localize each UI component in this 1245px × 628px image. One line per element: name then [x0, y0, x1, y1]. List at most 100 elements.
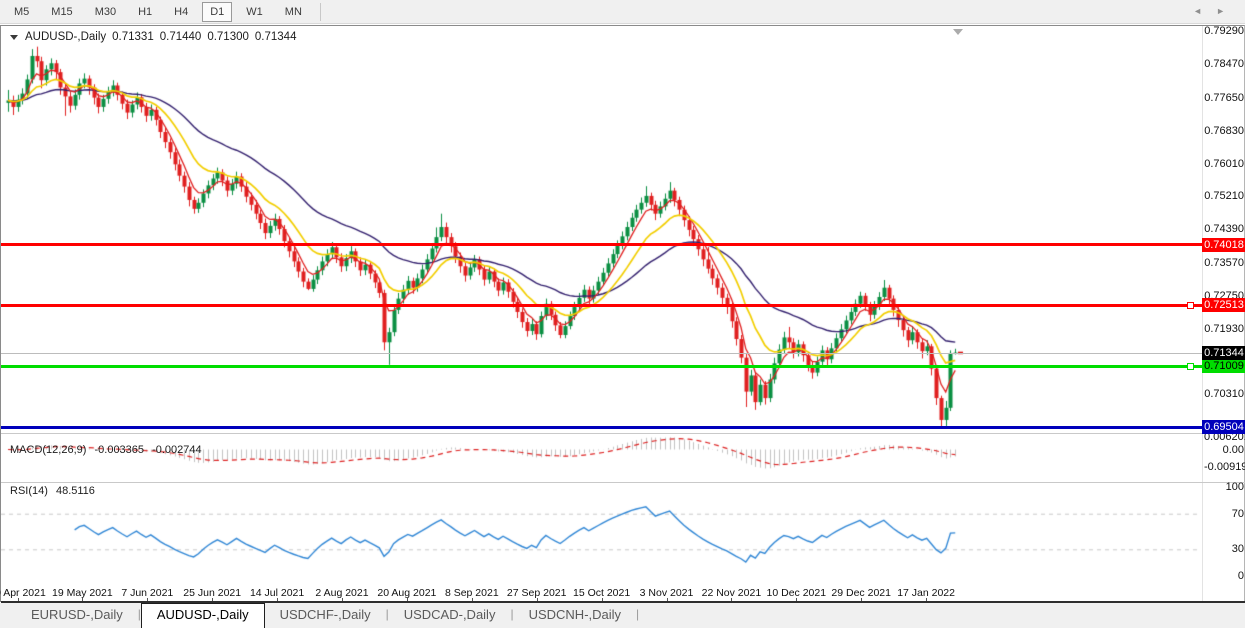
tab-separator: | — [137, 607, 141, 621]
date-axis-tick — [212, 598, 214, 603]
date-axis-label: 17 Jan 2022 — [897, 587, 955, 599]
timeframe-toolbar: M5 M15 M30 H1 H4 D1 W1 MN — [0, 0, 1245, 24]
date-axis-tick — [147, 598, 149, 603]
macd-value-signal: -0.002744 — [152, 444, 202, 456]
rsi-pane-separator[interactable] — [1, 482, 1245, 483]
chart-title: AUDUSD-,Daily 0.71331 0.71440 0.71300 0.… — [10, 31, 302, 43]
ohlc-close: 0.71344 — [254, 31, 297, 43]
chart-shift-icon[interactable] — [953, 29, 963, 35]
price-chart-canvas[interactable] — [1, 26, 1245, 603]
macd-axis-label: 0.00 — [1222, 443, 1244, 456]
price-axis-label: 0.76010 — [1204, 157, 1244, 170]
timeframe-button-group: M5 M15 M30 H1 H4 D1 W1 MN — [0, 1, 310, 22]
date-axis-tick — [406, 598, 408, 603]
rsi-label: RSI(14) — [10, 485, 48, 497]
date-axis-tick — [731, 598, 733, 603]
price-axis-label: 0.75210 — [1204, 190, 1244, 203]
resistance-line-upper-price-badge: 0.74018 — [1202, 237, 1245, 252]
macd-label: MACD(12,26,9) — [10, 444, 87, 456]
macd-indicator-label: MACD(12,26,9) -0.003365 -0.002744 — [10, 444, 207, 456]
rsi-axis-label: 30 — [1231, 543, 1244, 556]
resistance-line-upper[interactable] — [1, 243, 1203, 246]
timeframe-button-d1[interactable]: D1 — [202, 1, 233, 22]
date-axis-tick — [666, 598, 668, 603]
date-axis-label: 14 Jul 2021 — [249, 587, 305, 599]
date-axis-tick — [342, 598, 343, 603]
time-axis-border — [1, 601, 1245, 603]
date-axis-label: 8 Sep 2021 — [444, 587, 499, 599]
chart-symbol-period: AUDUSD-,Daily — [25, 31, 107, 43]
date-axis-label: 22 Nov 2021 — [701, 587, 762, 599]
tab-separator: | — [636, 607, 640, 621]
tab-audusd[interactable]: AUDUSD-,Daily — [140, 603, 265, 628]
timeframe-button-h1[interactable]: H1 — [138, 5, 153, 18]
timeframe-button-mn[interactable]: MN — [284, 5, 302, 18]
timeframe-button-h4[interactable]: H4 — [174, 5, 189, 18]
macd-pane-separator[interactable] — [1, 433, 1245, 434]
price-axis-label: 0.77650 — [1204, 91, 1244, 104]
date-axis-tick — [926, 598, 928, 603]
price-axis-label: 0.79290 — [1204, 25, 1244, 38]
tab-separator: | — [510, 607, 514, 621]
price-axis-label: 0.78470 — [1204, 58, 1244, 71]
rsi-axis-label: 0 — [1237, 570, 1244, 582]
date-axis-tick — [796, 598, 798, 603]
rsi-axis-label: 100 — [1225, 481, 1244, 493]
rsi-value: 48.5116 — [55, 485, 95, 497]
tab-usdcad[interactable]: USDCAD-,Daily — [403, 607, 496, 622]
timeframe-button-w1[interactable]: W1 — [246, 5, 263, 18]
current-price-badge: 0.71344 — [1202, 345, 1245, 360]
date-axis-label: 19 May 2021 — [52, 587, 113, 599]
price-axis-label: 0.76830 — [1204, 124, 1244, 137]
current-price-line — [1, 352, 1203, 354]
macd-axis-label: -0.009197 — [1204, 461, 1245, 474]
timeframe-button-m5[interactable]: M5 — [14, 5, 30, 18]
timeframe-button-m30[interactable]: M30 — [94, 5, 117, 18]
macd-axis-label: 0.006201 — [1204, 431, 1245, 444]
price-axis-label: 0.71930 — [1204, 322, 1244, 335]
date-axis-label: 29 Dec 2021 — [831, 587, 891, 599]
date-axis-label: 2 Aug 2021 — [315, 587, 369, 599]
date-axis-label: 20 Aug 2021 — [377, 587, 437, 599]
tab-eurusd[interactable]: EURUSD-,Daily — [31, 607, 123, 622]
support-line-green[interactable] — [1, 364, 1203, 368]
date-axis-label: 15 Oct 2021 — [572, 587, 631, 599]
date-axis-label: 10 Dec 2021 — [766, 587, 827, 599]
date-axis-label: 27 Sep 2021 — [506, 587, 567, 599]
ohlc-low: 0.71300 — [207, 31, 249, 43]
tab-usdcnh[interactable]: USDCNH-,Daily — [528, 607, 622, 622]
chart-window: AUDUSD-,Daily 0.71331 0.71440 0.71300 0.… — [0, 25, 1245, 603]
tab-separator: | — [385, 607, 389, 621]
date-axis-tick — [471, 598, 473, 603]
support-line-blue-price-badge: 0.69504 — [1202, 420, 1245, 435]
rsi-indicator-label: RSI(14) 48.5116 — [10, 485, 100, 497]
resistance-line-lower-endpoint-marker[interactable] — [1187, 301, 1194, 309]
resistance-line-lower-price-badge: 0.72513 — [1202, 298, 1245, 313]
timeframe-button-m15[interactable]: M15 — [51, 5, 73, 18]
date-axis-tick — [601, 598, 603, 603]
ohlc-open: 0.71331 — [112, 31, 154, 43]
date-axis-tick — [277, 598, 279, 603]
tab-scroll-right-button[interactable]: ► — [1216, 6, 1239, 16]
symbol-collapse-icon[interactable] — [10, 35, 18, 40]
price-axis-label: 0.74390 — [1204, 223, 1244, 236]
price-axis-label: 0.70310 — [1204, 388, 1244, 401]
tab-usdchf[interactable]: USDCHF-,Daily — [279, 607, 371, 622]
support-line-green-endpoint-marker[interactable] — [1187, 362, 1194, 370]
macd-value-main: -0.003365 — [94, 444, 145, 456]
date-axis-label: 30 Apr 2021 — [0, 587, 46, 599]
support-line-blue[interactable] — [1, 425, 1203, 429]
date-axis-tick — [861, 598, 863, 603]
toolbar-separator — [319, 2, 321, 21]
tab-scroll-arrows: ◄► — [1193, 6, 1239, 16]
date-axis-label: 25 Jun 2021 — [183, 587, 242, 599]
chart-tab-bar: EURUSD-,Daily | AUDUSD-,Daily USDCHF-,Daily… — [0, 603, 1245, 628]
price-axis-label: 0.73570 — [1204, 256, 1244, 269]
date-axis-tick — [536, 598, 538, 603]
tab-scroll-left-button[interactable]: ◄ — [1193, 6, 1217, 16]
ohlc-high: 0.71440 — [159, 31, 202, 43]
date-axis-label: 7 Jun 2021 — [121, 587, 174, 599]
rsi-axis-label: 70 — [1231, 507, 1244, 520]
resistance-line-lower[interactable] — [1, 303, 1203, 307]
